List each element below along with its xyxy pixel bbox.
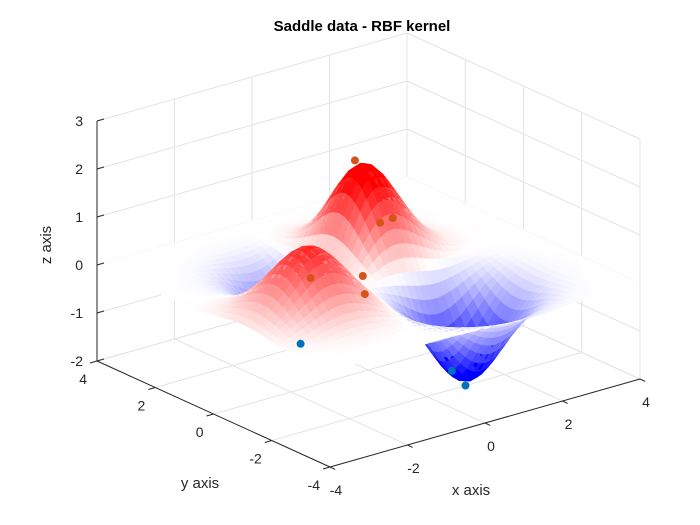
x-tick-label: 0 <box>487 438 495 454</box>
chart-title: Saddle data - RBF kernel <box>274 18 451 35</box>
x-tick-label: 2 <box>565 416 573 432</box>
z-tick-mark <box>96 118 105 122</box>
axes-frame <box>89 118 646 470</box>
z-tick-label: 3 <box>75 113 83 129</box>
z-tick-label: 2 <box>75 161 83 177</box>
z-tick-mark <box>96 166 105 170</box>
y-tick-mark <box>322 466 331 470</box>
y-tick-mark <box>206 413 214 417</box>
data-points <box>296 156 470 390</box>
z-tick-label: 0 <box>75 257 83 273</box>
back-wall-gridline <box>96 80 408 170</box>
tick-labels: -4 -2 0 2 4 -4 -2 0 2 4 -2 -1 0 1 2 3 <box>71 113 651 498</box>
back-wall-gridline <box>96 32 408 122</box>
positive-data-point <box>360 290 369 299</box>
z-tick-mark <box>96 214 105 218</box>
negative-data-point <box>447 366 456 375</box>
surface-mesh <box>96 162 641 382</box>
y-tick-label: -2 <box>249 451 262 467</box>
x-tick-mark <box>484 422 491 426</box>
x-tick-label: 4 <box>642 394 650 410</box>
y-tick-label: -4 <box>308 477 321 493</box>
negative-data-point <box>296 339 305 348</box>
z-tick-mark <box>96 358 105 362</box>
positive-data-point <box>358 272 367 280</box>
back-wall-gridline <box>96 128 408 218</box>
z-axis-label: z axis <box>38 226 55 264</box>
surface-cell <box>627 280 641 286</box>
x-tick-mark <box>407 444 413 448</box>
floor-gridline <box>271 352 582 441</box>
positive-data-point <box>376 218 385 227</box>
z-tick-mark <box>96 310 105 314</box>
x-tick-mark <box>562 400 568 404</box>
z-tick-mark <box>96 262 105 266</box>
negative-data-point <box>461 381 470 390</box>
y-tick-label: 0 <box>196 424 204 440</box>
y-axis-label: y axis <box>181 475 219 492</box>
y-tick-mark <box>89 360 98 364</box>
y-tick-label: 2 <box>138 398 146 414</box>
y-tick-mark <box>148 387 156 390</box>
positive-data-point <box>306 273 315 282</box>
x-tick-label: -4 <box>330 482 343 498</box>
side-wall-gridline <box>406 80 641 188</box>
x-tick-label: -2 <box>407 460 420 476</box>
side-wall-gridline <box>406 32 641 140</box>
z-tick-label: -1 <box>71 305 84 321</box>
positive-data-point <box>350 156 359 165</box>
x-tick-mark <box>329 466 336 470</box>
side-wall-gridline <box>406 128 641 236</box>
y-tick-mark <box>264 440 272 443</box>
z-tick-label: 1 <box>75 209 83 225</box>
x-tick-mark <box>639 378 646 382</box>
y-tick-label: 4 <box>79 371 87 387</box>
x-axis-label: x axis <box>452 482 490 499</box>
positive-data-point <box>388 214 397 222</box>
z-tick-label: -2 <box>71 353 84 369</box>
